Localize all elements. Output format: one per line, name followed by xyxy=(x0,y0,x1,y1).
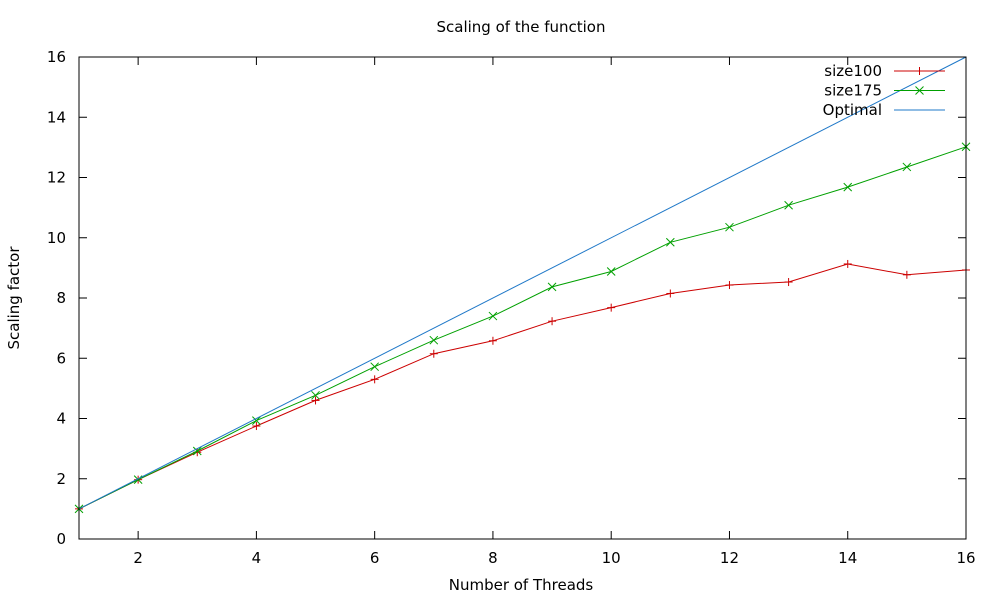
y-tick-label: 12 xyxy=(47,169,66,187)
y-tick-label: 8 xyxy=(56,289,66,307)
data-point xyxy=(429,335,439,345)
data-point xyxy=(784,200,793,210)
y-tick-label: 6 xyxy=(56,349,66,367)
series-optimal xyxy=(78,56,967,510)
legend-label: size100 xyxy=(824,62,882,80)
data-point xyxy=(843,182,853,192)
x-tick-label: 6 xyxy=(370,549,380,567)
data-point xyxy=(252,416,261,425)
data-point xyxy=(311,390,320,400)
x-axis-label: Number of Threads xyxy=(449,576,594,594)
series-line-size175 xyxy=(78,146,967,510)
x-tick-label: 16 xyxy=(956,549,975,567)
y-tick-label: 0 xyxy=(56,530,66,548)
x-tick-label: 4 xyxy=(252,549,262,567)
y-axis-label: Scaling factor xyxy=(5,246,23,350)
x-tick-label: 10 xyxy=(602,549,621,567)
chart-title: Scaling of the function xyxy=(437,18,606,36)
data-point xyxy=(725,222,734,232)
data-point xyxy=(902,162,912,172)
plot-frame xyxy=(78,56,967,540)
y-tick-label: 14 xyxy=(47,108,66,126)
series-line-size100 xyxy=(78,263,967,510)
data-point xyxy=(192,446,202,456)
data-point xyxy=(488,311,498,321)
x-tick-label: 14 xyxy=(838,549,857,567)
data-point xyxy=(665,237,675,247)
x-tick-label: 2 xyxy=(133,549,143,567)
data-point xyxy=(547,282,557,292)
series-line-optimal xyxy=(78,56,967,510)
data-point xyxy=(606,267,616,276)
y-tick-label: 4 xyxy=(56,410,66,428)
x-tick-label: 12 xyxy=(720,549,739,567)
x-tick-label: 8 xyxy=(488,549,498,567)
y-tick-label: 16 xyxy=(47,48,66,66)
y-tick-label: 2 xyxy=(56,470,66,488)
data-point xyxy=(370,362,380,372)
legend-marker xyxy=(915,86,924,95)
legend-label: size175 xyxy=(824,82,882,100)
legend-label: Optimal xyxy=(823,101,882,119)
series-size100 xyxy=(75,259,970,513)
series-size175 xyxy=(74,142,971,514)
y-tick-label: 10 xyxy=(47,229,66,247)
